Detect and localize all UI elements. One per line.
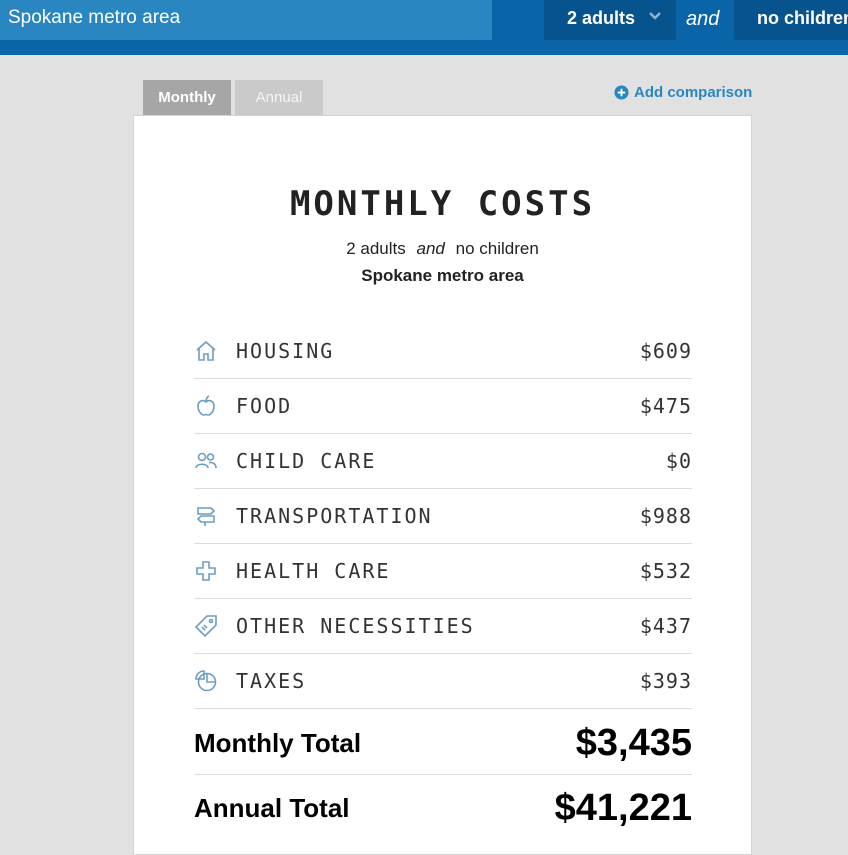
summary-and: and xyxy=(416,239,445,258)
cost-list: HOUSING $609 FOOD $475 CHILD CARE $0 xyxy=(194,324,692,709)
annual-total-label: Annual Total xyxy=(194,792,350,823)
adults-select[interactable]: 2 adults xyxy=(544,0,676,40)
cost-amount: $0 xyxy=(665,449,692,473)
apple-icon xyxy=(194,394,218,418)
children-select[interactable]: no children xyxy=(734,0,848,40)
cost-row-health-care: HEALTH CARE $532 xyxy=(194,544,692,599)
cost-amount: $475 xyxy=(639,394,692,418)
cost-row-food: FOOD $475 xyxy=(194,379,692,434)
add-comparison-link[interactable]: Add comparison xyxy=(614,84,752,101)
cost-row-other-necessities: OTHER NECESSITIES $437 xyxy=(194,599,692,654)
summary-adults: 2 adults xyxy=(346,239,406,258)
tab-annual[interactable]: Annual xyxy=(235,80,323,115)
cost-row-taxes: TAXES $393 xyxy=(194,654,692,709)
top-bar: Spokane metro area 2 adults and no child… xyxy=(0,0,848,55)
house-icon xyxy=(194,339,218,363)
household-summary: 2 adults and no children xyxy=(134,239,751,259)
cost-row-housing: HOUSING $609 xyxy=(194,324,692,379)
children-select-value: no children xyxy=(757,8,848,28)
cost-label: FOOD xyxy=(236,394,293,418)
monthly-total-value: $3,435 xyxy=(575,721,692,764)
annual-total-value: $41,221 xyxy=(554,786,692,829)
adults-select-value: 2 adults xyxy=(567,8,636,28)
cost-label: CHILD CARE xyxy=(236,449,377,473)
cost-amount: $988 xyxy=(639,504,692,528)
monthly-total-label: Monthly Total xyxy=(194,727,362,758)
tag-icon xyxy=(194,614,218,638)
and-label: and xyxy=(686,8,720,30)
monthly-total-row: Monthly Total $3,435 xyxy=(194,712,692,775)
card-title: MONTHLY COSTS xyxy=(289,184,596,224)
medical-cross-icon xyxy=(194,559,218,583)
cost-label: TRANSPORTATION xyxy=(236,504,433,528)
cost-label: TAXES xyxy=(236,669,307,693)
cost-row-transportation: TRANSPORTATION $988 xyxy=(194,489,692,544)
signpost-icon xyxy=(194,504,218,528)
summary-children: no children xyxy=(455,239,539,258)
cost-label: HEALTH CARE xyxy=(236,559,391,583)
cost-amount: $532 xyxy=(639,559,692,583)
cost-amount: $609 xyxy=(639,339,692,363)
summary-place: Spokane metro area xyxy=(361,266,524,285)
cost-row-child-care: CHILD CARE $0 xyxy=(194,434,692,489)
cost-label: OTHER NECESSITIES xyxy=(236,614,475,638)
location-input[interactable]: Spokane metro area xyxy=(0,0,492,40)
chevron-down-icon xyxy=(649,12,661,20)
cost-amount: $393 xyxy=(639,669,692,693)
pie-chart-icon xyxy=(194,669,218,693)
plus-circle-icon xyxy=(614,85,629,100)
annual-total-row: Annual Total $41,221 xyxy=(194,777,692,839)
people-icon xyxy=(194,449,218,473)
tab-monthly[interactable]: Monthly xyxy=(143,80,231,115)
costs-card: MONTHLY COSTS 2 adults and no children S… xyxy=(133,115,752,855)
cost-amount: $437 xyxy=(639,614,692,638)
cost-label: HOUSING xyxy=(236,339,335,363)
add-comparison-label: Add comparison xyxy=(634,84,753,101)
